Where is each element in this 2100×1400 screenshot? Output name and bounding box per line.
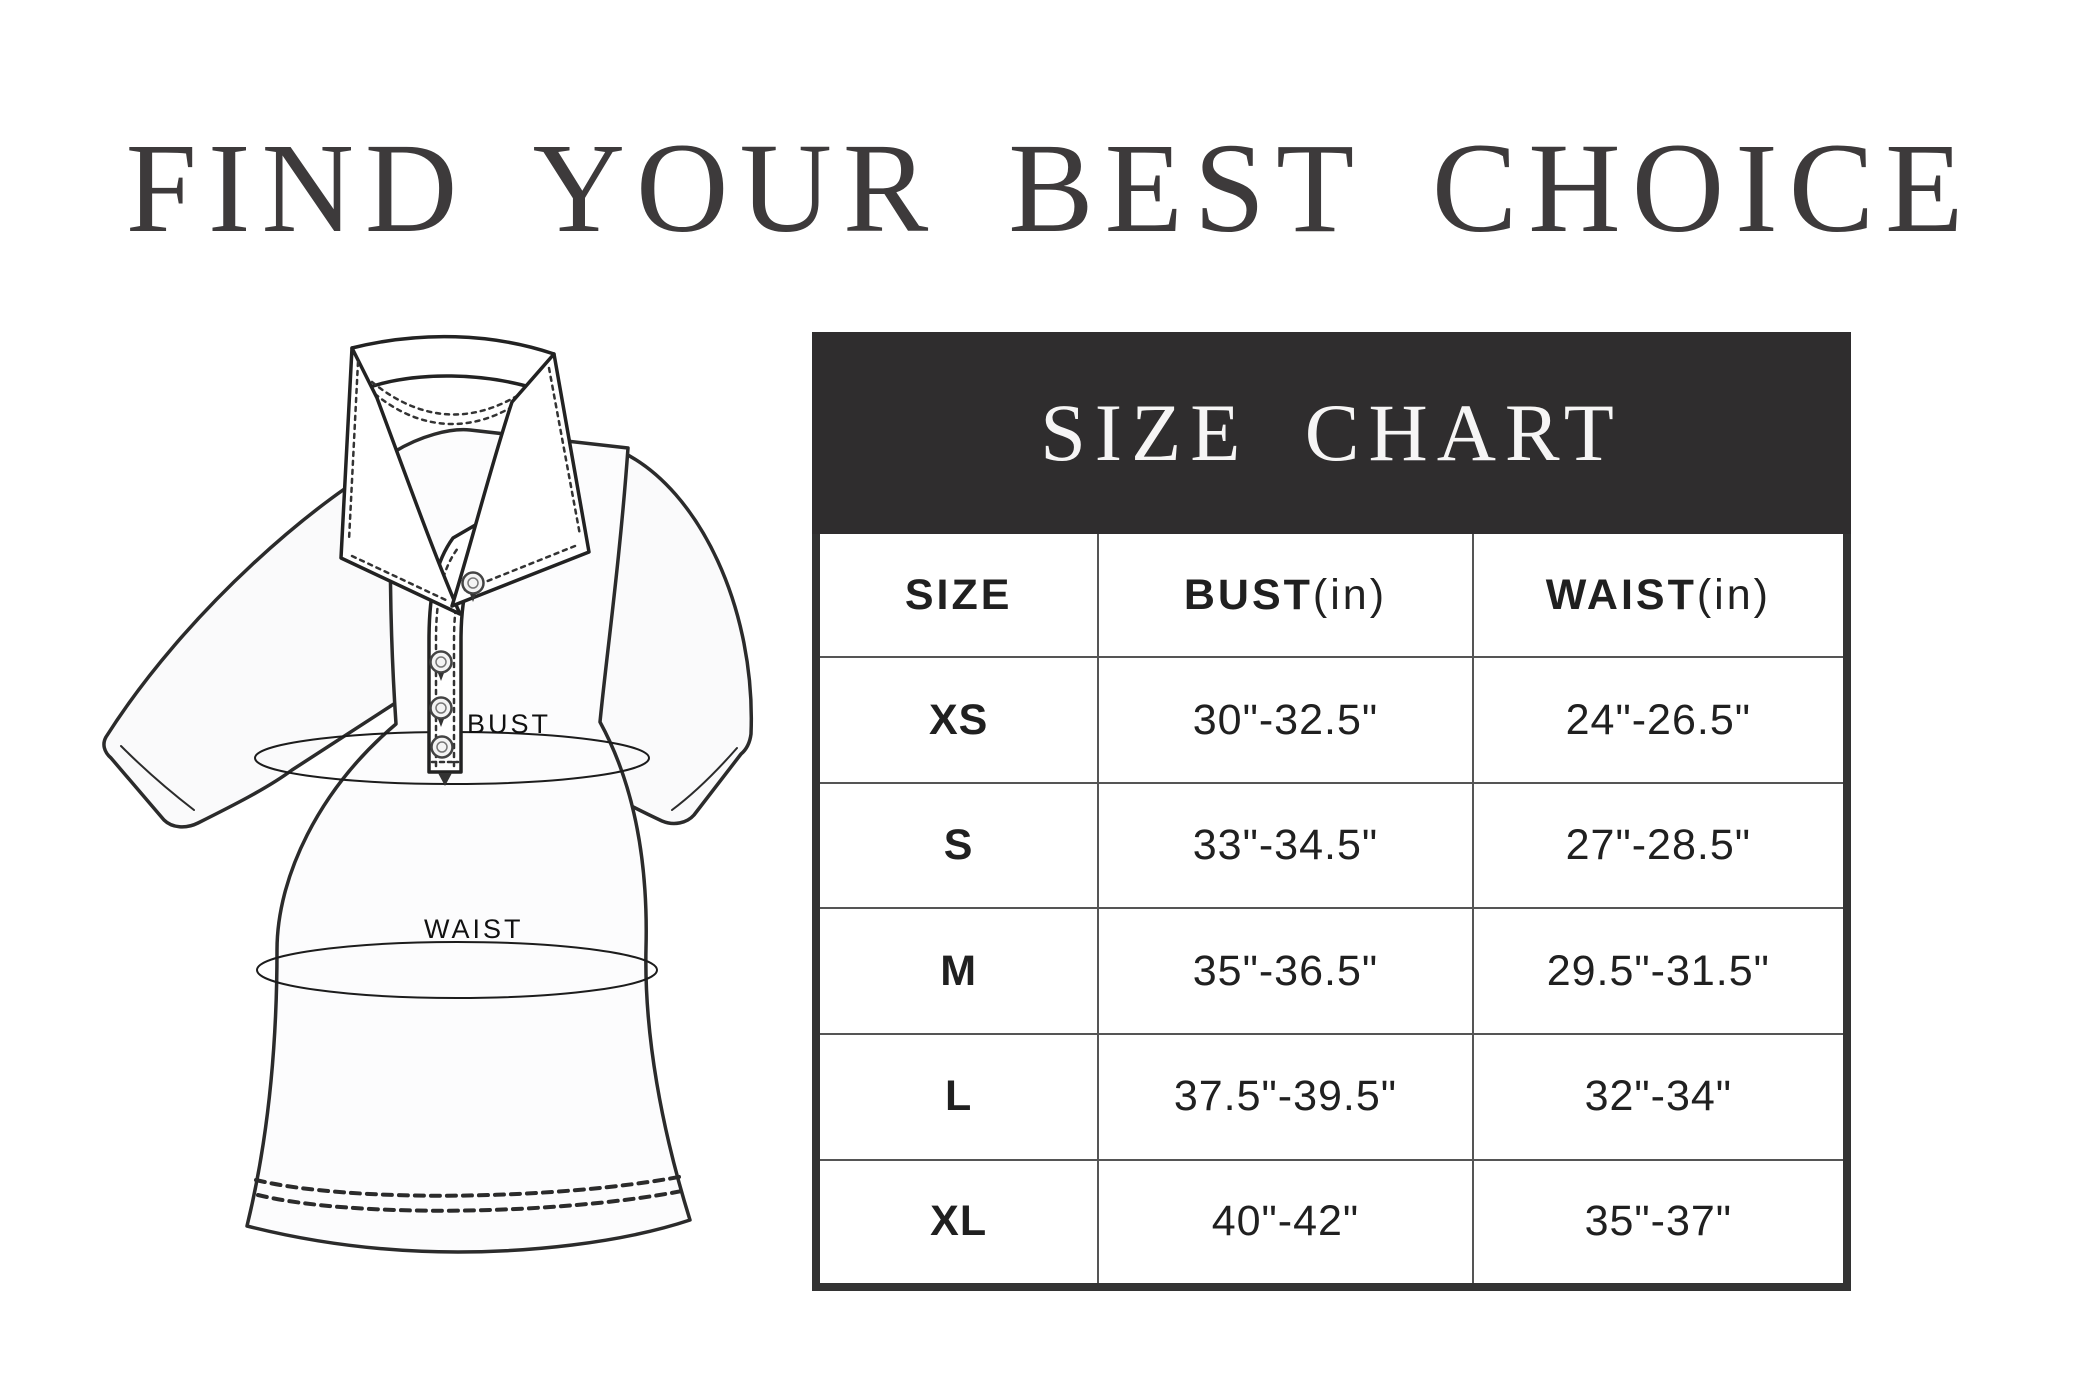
bust-value: 37.5"-39.5"	[1097, 1033, 1474, 1161]
col-header-size: SIZE	[820, 534, 1100, 659]
size-value: S	[820, 781, 1100, 910]
size-chart-body: SIZE BUST(in) WAIST(in) XS 30"-32.5" 24"…	[812, 534, 1851, 1291]
size-value: L	[820, 1033, 1100, 1161]
waist-value: 29.5"-31.5"	[1471, 907, 1843, 1036]
waist-value: 35"-37"	[1471, 1158, 1843, 1283]
button	[430, 735, 454, 759]
size-table: SIZE BUST(in) WAIST(in) XS 30"-32.5" 24"…	[820, 534, 1843, 1283]
size-chart-header: SIZE CHART	[812, 332, 1851, 534]
col-header-bust: BUST(in)	[1097, 534, 1474, 659]
col-header-waist: WAIST(in)	[1471, 534, 1843, 659]
bust-value: 35"-36.5"	[1097, 907, 1474, 1036]
table-row: XS 30"-32.5" 24"-26.5"	[820, 656, 1843, 784]
table-row: L 37.5"-39.5" 32"-34"	[820, 1033, 1843, 1161]
size-value: M	[820, 907, 1100, 1036]
waist-value: 32"-34"	[1471, 1033, 1843, 1161]
table-row: XL 40"-42" 35"-37"	[820, 1158, 1843, 1283]
right-lapel	[450, 352, 591, 608]
page-title: FIND YOUR BEST CHOICE	[125, 117, 1975, 259]
size-chart-title: SIZE CHART	[1040, 387, 1623, 478]
waist-value: 24"-26.5"	[1471, 656, 1843, 784]
hem-stitching	[254, 1174, 686, 1213]
bust-value: 30"-32.5"	[1097, 656, 1474, 784]
collar	[339, 334, 591, 616]
shirt-body	[245, 427, 692, 1254]
placket-buttons	[429, 571, 485, 759]
shirt-diagram: BUST WAIST	[102, 334, 754, 1254]
table-row: M 35"-36.5" 29.5"-31.5"	[820, 907, 1843, 1036]
bust-label: BUST	[467, 709, 551, 739]
size-value: XS	[820, 656, 1100, 784]
bust-value: 33"-34.5"	[1097, 781, 1474, 910]
bust-value: 40"-42"	[1097, 1158, 1474, 1283]
size-value: XL	[820, 1158, 1100, 1283]
table-row: S 33"-34.5" 27"-28.5"	[820, 781, 1843, 910]
button	[461, 571, 485, 602]
left-lapel	[339, 346, 462, 616]
waist-line	[256, 941, 658, 999]
waist-value: 27"-28.5"	[1471, 781, 1843, 910]
size-chart: SIZE CHART SIZE BUST(in) WAIST(in) XS 30…	[812, 332, 1851, 1291]
waist-label: WAIST	[424, 914, 524, 944]
button	[429, 650, 453, 681]
button	[429, 696, 453, 727]
table-header-row: SIZE BUST(in) WAIST(in)	[820, 534, 1843, 659]
